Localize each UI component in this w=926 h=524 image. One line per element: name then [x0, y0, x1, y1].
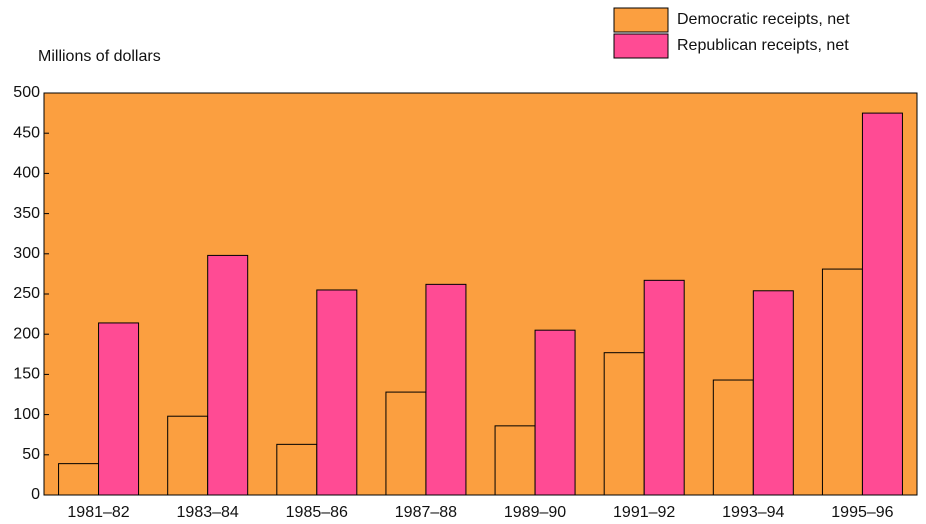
bar	[861, 112, 903, 496]
y-tick-label: 50	[22, 446, 40, 463]
legend-swatch	[613, 33, 669, 59]
x-tick-label: 1991–92	[613, 504, 675, 521]
bar	[385, 391, 427, 496]
bar	[603, 352, 645, 496]
y-tick-label: 0	[31, 486, 40, 503]
bar	[752, 290, 794, 496]
bar	[425, 283, 467, 496]
bar	[316, 289, 358, 496]
y-tick-label: 100	[13, 406, 40, 423]
y-tick-label: 200	[13, 325, 40, 342]
x-tick-label: 1989–90	[504, 504, 566, 521]
y-tick-label: 500	[13, 84, 40, 101]
bar	[534, 329, 576, 496]
y-tick-label: 400	[13, 165, 40, 182]
legend-label: Democratic receipts, net	[677, 11, 850, 28]
bar	[167, 415, 209, 496]
x-tick-label: 1981–82	[67, 504, 129, 521]
x-tick-label: 1987–88	[395, 504, 457, 521]
x-tick-label: 1983–84	[177, 504, 239, 521]
bar	[643, 279, 685, 496]
bar	[494, 425, 536, 496]
x-tick-label: 1985–86	[286, 504, 348, 521]
bar	[712, 379, 754, 496]
y-tick-label: 450	[13, 124, 40, 141]
bar	[821, 268, 863, 496]
y-tick-label: 150	[13, 366, 40, 383]
y-tick-label: 300	[13, 245, 40, 262]
x-tick-label: 1993–94	[722, 504, 784, 521]
bar	[98, 322, 140, 496]
bar	[207, 254, 249, 496]
y-tick-label: 350	[13, 205, 40, 222]
bar	[58, 463, 100, 496]
y-axis-label: Millions of dollars	[38, 48, 161, 65]
legend-label: Republican receipts, net	[677, 37, 849, 54]
x-tick-label: 1995–96	[831, 504, 893, 521]
y-tick-label: 250	[13, 285, 40, 302]
legend-swatch	[613, 7, 669, 33]
bar	[276, 443, 318, 496]
